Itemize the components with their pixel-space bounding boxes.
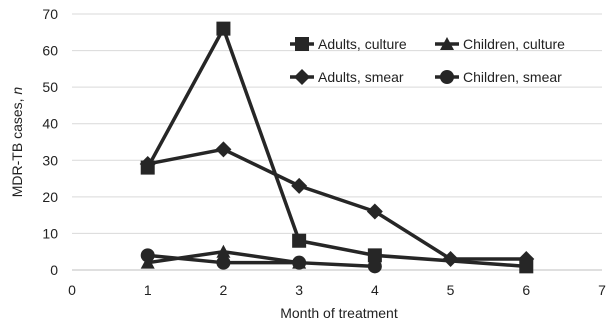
data-point-2-0 [139, 155, 156, 172]
x-tick-label-4: 4 [371, 282, 379, 298]
legend-marker-1 [440, 37, 454, 50]
legend-label-0: Adults, culture [318, 36, 407, 52]
legend-item-0: Adults, culture [290, 36, 407, 52]
legend-item-2: Adults, smear [290, 69, 404, 85]
x-tick-label-5: 5 [447, 282, 455, 298]
x-axis-title: Month of treatment [280, 305, 398, 321]
legend-label-1: Children, culture [463, 36, 565, 52]
legend-item-1: Children, culture [435, 36, 565, 52]
y-tick-label-30: 30 [42, 152, 58, 168]
legend: Adults, culture Children, culture Adults, … [290, 36, 565, 85]
series-3 [140, 248, 382, 274]
data-point-3-2 [292, 255, 307, 270]
data-point-1-1 [216, 244, 231, 258]
y-tick-label-70: 70 [42, 6, 58, 22]
legend-marker-3 [440, 70, 454, 84]
data-point-2-1 [215, 141, 232, 158]
y-tick-label-40: 40 [42, 116, 58, 132]
series-2 [139, 141, 535, 268]
x-tick-label-6: 6 [522, 282, 530, 298]
data-point-3-0 [140, 248, 155, 263]
series-line-3 [147, 253, 375, 269]
data-point-3-1 [216, 255, 231, 270]
axes: 0 10 20 30 40 50 60 70 0 1 2 3 4 5 6 7 [42, 6, 606, 298]
series-0 [140, 21, 534, 274]
legend-item-3: Children, smear [435, 69, 562, 85]
series-layer [139, 21, 535, 274]
data-point-0-1 [216, 21, 231, 36]
legend-marker-0 [295, 37, 309, 51]
y-axis-title-main: MDR-TB cases, [9, 95, 25, 198]
y-tick-label-50: 50 [42, 79, 58, 95]
data-point-0-2 [292, 233, 307, 248]
y-tick-label-10: 10 [42, 225, 58, 241]
data-point-2-2 [291, 177, 308, 194]
data-point-0-3 [367, 248, 382, 263]
x-tick-label-7: 7 [598, 282, 606, 298]
series-line-2 [147, 147, 527, 261]
y-tick-label-0: 0 [50, 262, 58, 278]
legend-label-2: Adults, smear [318, 69, 404, 85]
legend-marker-2 [294, 69, 310, 85]
data-point-2-4 [442, 251, 459, 268]
series-line-0 [146, 26, 527, 269]
data-point-2-3 [366, 203, 383, 220]
x-tick-label-2: 2 [220, 282, 228, 298]
legend-label-3: Children, smear [463, 69, 562, 85]
x-tick-label-1: 1 [144, 282, 152, 298]
data-point-3-3 [367, 259, 382, 274]
y-tick-label-20: 20 [42, 189, 58, 205]
x-tick-label-3: 3 [295, 282, 303, 298]
y-tick-label-60: 60 [42, 43, 58, 59]
y-axis-title-n: n [9, 87, 25, 95]
data-point-2-5 [518, 251, 535, 268]
x-tick-label-0: 0 [68, 282, 76, 298]
y-axis-title: MDR-TB cases, n [9, 87, 25, 198]
